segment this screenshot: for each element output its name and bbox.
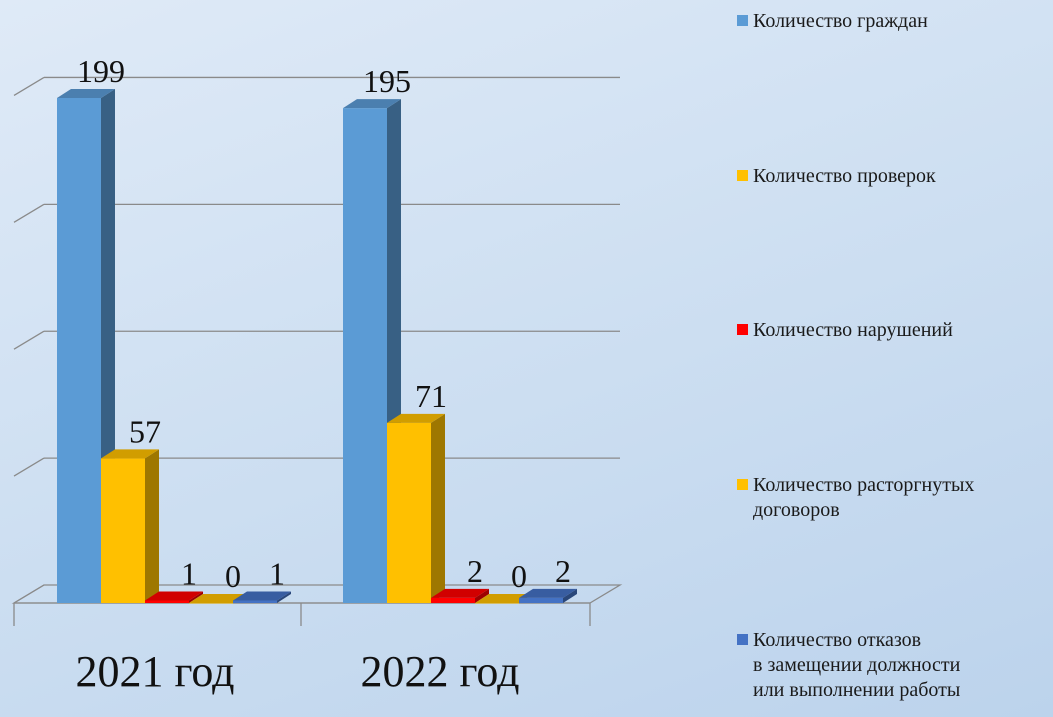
data-label: 0 (511, 558, 527, 594)
bar-top (431, 588, 489, 598)
legend-swatch (737, 324, 748, 335)
bar (57, 98, 101, 603)
legend-item-0: Количество граждан (737, 9, 928, 34)
data-label: 1 (181, 555, 197, 591)
data-label: 0 (225, 558, 241, 594)
x-tick-label: 2021 год (75, 647, 234, 696)
bar-top (145, 591, 203, 601)
bar-top (189, 594, 247, 603)
bar (387, 422, 431, 603)
legend-label: Количество расторгнутых договоров (753, 474, 975, 521)
legend-label: Количество граждан (753, 10, 928, 32)
legend-label: Количество нарушений (753, 319, 953, 341)
bar (519, 597, 563, 603)
bar-side (431, 413, 445, 603)
bar-side (145, 449, 159, 603)
wall-grid-line (13, 330, 45, 350)
legend-label: Количество отказов в замещении должности… (753, 629, 961, 701)
bar-top (475, 594, 533, 603)
bar-side (563, 588, 577, 603)
legend-item-1: Количество проверок (737, 164, 936, 189)
legend-swatch (737, 15, 748, 26)
bar (145, 600, 189, 603)
bar (233, 600, 277, 603)
legend-swatch (737, 479, 748, 490)
bar (343, 108, 387, 603)
legend-swatch (737, 634, 748, 645)
bar-top (233, 591, 291, 601)
bar (189, 603, 233, 604)
bar (431, 597, 475, 603)
bar-top (519, 588, 577, 598)
bar-side (189, 591, 203, 603)
wall-grid-line (13, 457, 45, 477)
data-label: 195 (363, 63, 411, 99)
data-label: 2 (555, 553, 571, 589)
bar (475, 603, 519, 604)
legend-item-2: Количество нарушений (737, 318, 953, 343)
x-tick-label: 2022 год (360, 647, 519, 696)
data-label: 57 (129, 413, 161, 449)
bar-side (475, 588, 489, 603)
wall-grid-line (13, 76, 45, 97)
legend-item-4: Количество отказов в замещении должности… (737, 628, 960, 703)
legend-item-3: Количество расторгнутых договоров (737, 473, 974, 523)
bar-top (57, 89, 115, 98)
data-label: 1 (269, 555, 285, 591)
legend-swatch (737, 170, 748, 181)
bar-side (277, 591, 291, 603)
data-label: 2 (467, 553, 483, 589)
bar-top (387, 413, 445, 423)
legend: Количество граждан Количество проверок К… (737, 0, 1053, 717)
bar-top (343, 99, 401, 109)
wall-grid-line (13, 203, 45, 223)
bar (101, 458, 145, 603)
bar-top (101, 449, 159, 459)
data-label: 199 (77, 53, 125, 89)
data-label: 71 (415, 378, 447, 414)
legend-label: Количество проверок (753, 165, 936, 187)
